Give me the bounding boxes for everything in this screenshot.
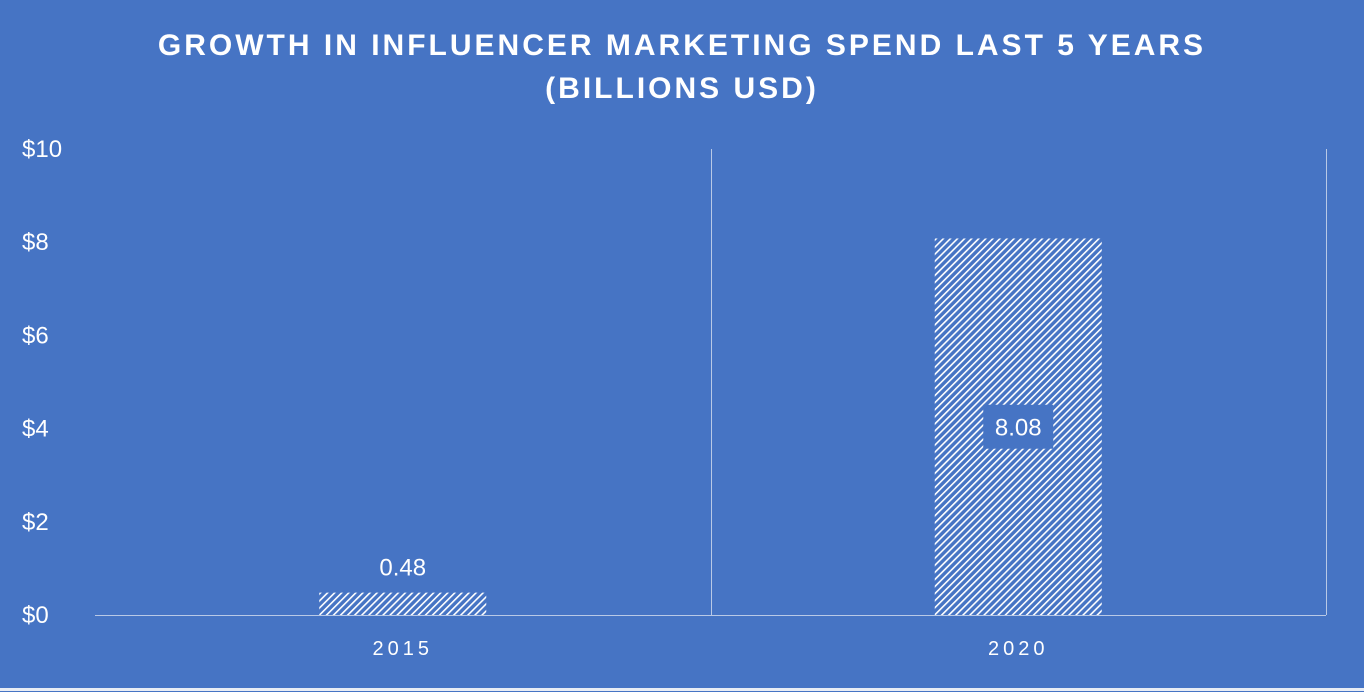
data-label-box xyxy=(983,404,1054,449)
x-axis-tick-labels: 2015 2020 xyxy=(373,638,1049,660)
bars xyxy=(319,238,1102,616)
chart-title: GROWTH IN INFLUENCER MARKETING SPEND LAS… xyxy=(158,29,1206,105)
bar-2015 xyxy=(319,592,487,615)
y-tick-label: $10 xyxy=(22,136,62,163)
y-tick-label: $8 xyxy=(22,229,49,256)
y-tick-label: $4 xyxy=(22,416,49,443)
axes xyxy=(0,615,1364,691)
data-label-2015: 0.48 xyxy=(379,555,426,582)
grid-lines xyxy=(711,149,1327,615)
y-tick-label: $0 xyxy=(22,602,49,629)
chart-title-line-1: GROWTH IN INFLUENCER MARKETING SPEND LAS… xyxy=(158,29,1206,62)
y-tick-label: $6 xyxy=(22,322,49,349)
data-labels: 0.48 8.08 xyxy=(379,404,1054,582)
x-tick-label-2020: 2020 xyxy=(988,638,1049,660)
y-axis-tick-labels: $0 $2 $4 $6 $8 $10 xyxy=(22,136,62,629)
data-label-2020: 8.08 xyxy=(995,415,1042,442)
y-tick-label: $2 xyxy=(22,509,49,536)
x-tick-label-2015: 2015 xyxy=(373,638,434,660)
chart-title-line-2: (BILLIONS USD) xyxy=(545,72,819,105)
